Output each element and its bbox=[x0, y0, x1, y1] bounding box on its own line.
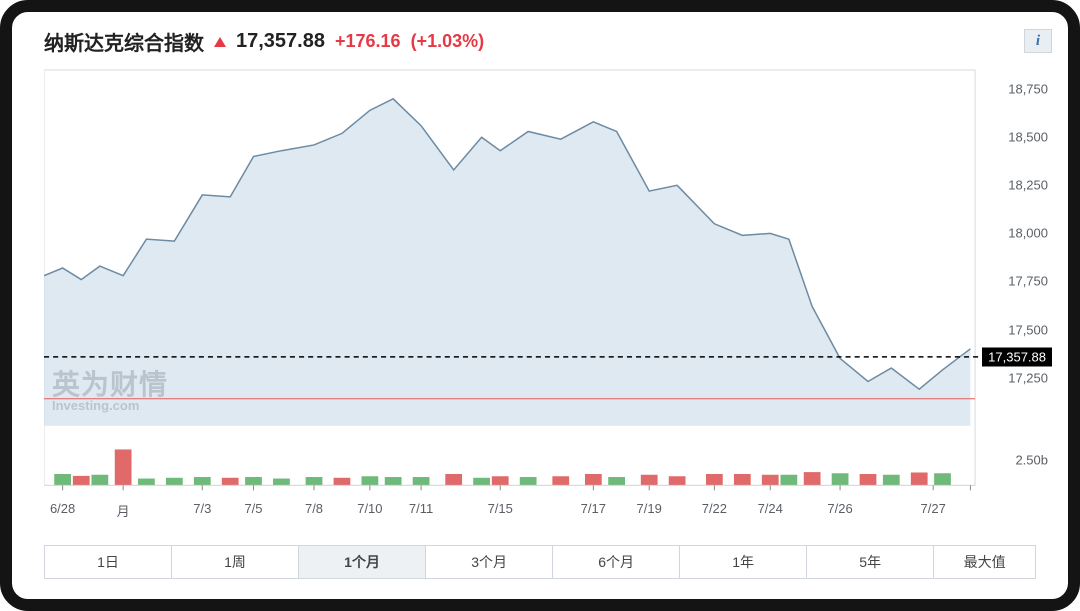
x-tick-label: 7/27 bbox=[921, 501, 946, 516]
x-tick-label: 7/26 bbox=[827, 501, 852, 516]
timeframe-tabs: 1日1周1个月3个月6个月1年5年最大值 bbox=[44, 545, 1036, 579]
x-tick-label: 7/11 bbox=[409, 501, 433, 516]
x-tick-label: 7/17 bbox=[581, 501, 606, 516]
timeframe-tab[interactable]: 1周 bbox=[172, 546, 299, 578]
chart-header: 纳斯达克综合指数 17,357.88 +176.16 (+1.03%) i bbox=[44, 26, 1052, 56]
price-change-abs: +176.16 bbox=[335, 31, 401, 52]
timeframe-tab[interactable]: 6个月 bbox=[553, 546, 680, 578]
y-tick-label: 18,250 bbox=[1008, 178, 1048, 193]
x-tick-label: 7/10 bbox=[357, 501, 382, 516]
timeframe-tab[interactable]: 最大值 bbox=[934, 546, 1035, 578]
x-axis-labels: 6/28 月 7/3 7/5 7/8 7/10 7/11 7/15 7/17 7/19 7/22 7/… bbox=[44, 501, 976, 519]
y-tick-label: 18,750 bbox=[1008, 82, 1048, 97]
chart-container: 英为财情 Investing.com 17,357.88 18,75018,50… bbox=[44, 60, 1052, 537]
y-tick-label: 17,750 bbox=[1008, 274, 1048, 289]
x-tick-label: 7/19 bbox=[637, 501, 662, 516]
content-area: 纳斯达克综合指数 17,357.88 +176.16 (+1.03%) i 英为… bbox=[12, 12, 1068, 599]
price-change-pct: (+1.03%) bbox=[411, 31, 485, 52]
y-tick-label: 18,000 bbox=[1008, 226, 1048, 241]
x-tick-label: 7/3 bbox=[193, 501, 211, 516]
y-axis-labels: 18,750 18,500 18,250 18,000 17,750 17,500 17,2… bbox=[988, 60, 1048, 537]
y-tick-label: 17,250 bbox=[1008, 370, 1048, 385]
timeframe-tab[interactable]: 1个月 bbox=[299, 546, 426, 578]
y-tick-label: 17,500 bbox=[1008, 322, 1048, 337]
x-tick-label: 6/28 bbox=[50, 501, 75, 516]
y-tick-label: 18,500 bbox=[1008, 130, 1048, 145]
info-button[interactable]: i bbox=[1024, 29, 1052, 53]
timeframe-tab[interactable]: 5年 bbox=[807, 546, 934, 578]
timeframe-tab[interactable]: 1日 bbox=[45, 546, 172, 578]
price-chart-svg[interactable] bbox=[44, 60, 1052, 537]
x-tick-label: 7/5 bbox=[244, 501, 262, 516]
x-tick-label: 7/15 bbox=[488, 501, 513, 516]
x-tick-label: 7/8 bbox=[305, 501, 323, 516]
timeframe-tab[interactable]: 1年 bbox=[680, 546, 807, 578]
volume-axis-label: 2.50b bbox=[1015, 453, 1048, 468]
x-tick-label: 月 bbox=[117, 501, 130, 520]
last-price: 17,357.88 bbox=[236, 30, 325, 53]
x-tick-label: 7/24 bbox=[758, 501, 783, 516]
timeframe-tab[interactable]: 3个月 bbox=[426, 546, 553, 578]
arrow-up-icon bbox=[214, 37, 226, 47]
x-tick-label: 7/22 bbox=[702, 501, 727, 516]
instrument-title: 纳斯达克综合指数 bbox=[44, 27, 204, 56]
app-frame: 纳斯达克综合指数 17,357.88 +176.16 (+1.03%) i 英为… bbox=[0, 0, 1080, 611]
